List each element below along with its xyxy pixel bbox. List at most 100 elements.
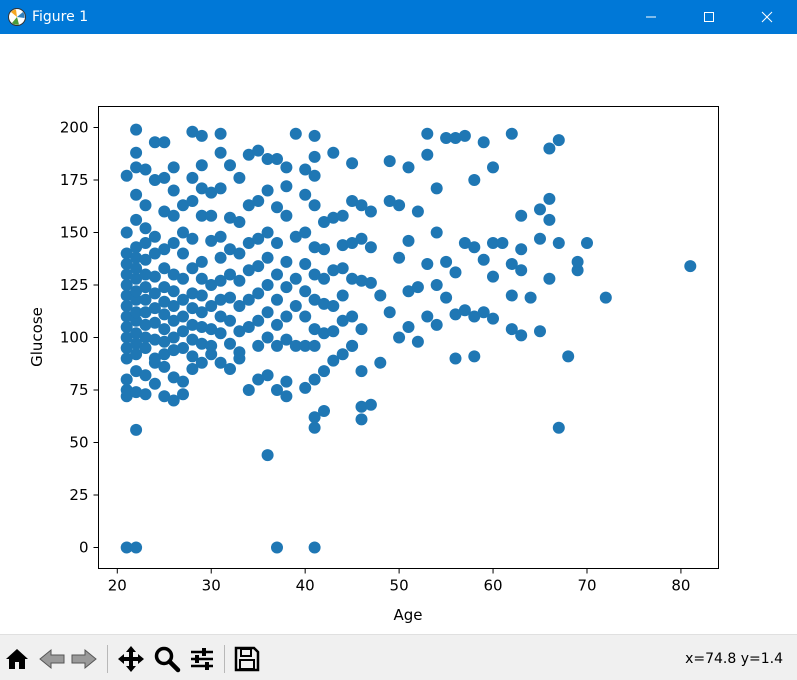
data-point bbox=[280, 281, 293, 294]
data-point bbox=[440, 132, 453, 144]
data-point bbox=[318, 327, 330, 340]
data-point bbox=[402, 234, 415, 247]
minimize-button[interactable] bbox=[628, 0, 674, 34]
data-point bbox=[261, 449, 274, 462]
data-point bbox=[139, 237, 152, 249]
data-point bbox=[224, 159, 236, 172]
configure-subplots-button[interactable] bbox=[188, 645, 216, 673]
data-point bbox=[130, 272, 143, 285]
navigation-toolbar: x=74.8 y=1.4 bbox=[0, 634, 797, 680]
data-point bbox=[195, 337, 208, 350]
data-point bbox=[233, 171, 246, 184]
data-point bbox=[139, 253, 152, 266]
y-tick-label: 100 bbox=[60, 329, 89, 347]
data-point bbox=[327, 211, 340, 224]
data-point bbox=[346, 157, 359, 170]
data-point bbox=[148, 316, 161, 329]
data-point bbox=[308, 199, 321, 212]
data-point bbox=[449, 132, 462, 144]
data-point bbox=[411, 281, 424, 294]
data-point bbox=[139, 306, 152, 319]
data-point bbox=[430, 318, 443, 331]
pan-icon bbox=[118, 646, 144, 672]
forward-button[interactable] bbox=[70, 645, 98, 673]
x-axis-label: Age bbox=[393, 606, 422, 624]
data-point bbox=[261, 226, 274, 239]
x-tick-label: 30 bbox=[202, 577, 221, 595]
zoom-icon bbox=[154, 646, 181, 673]
back-button[interactable] bbox=[38, 645, 66, 673]
data-point bbox=[186, 232, 199, 245]
data-point bbox=[468, 241, 481, 254]
data-point bbox=[120, 384, 133, 396]
data-point bbox=[468, 174, 481, 186]
data-point bbox=[177, 226, 189, 239]
data-point bbox=[543, 272, 556, 285]
data-point bbox=[477, 136, 490, 149]
data-point bbox=[458, 304, 471, 317]
close-button[interactable] bbox=[744, 0, 790, 34]
data-point bbox=[130, 251, 143, 264]
data-point bbox=[289, 300, 302, 312]
data-point bbox=[364, 241, 377, 254]
save-icon bbox=[234, 646, 260, 672]
data-point bbox=[130, 146, 143, 159]
data-point bbox=[299, 310, 312, 323]
data-point bbox=[374, 356, 387, 369]
data-point bbox=[505, 127, 518, 140]
data-point bbox=[214, 230, 227, 243]
data-point bbox=[487, 270, 499, 283]
data-point bbox=[252, 314, 265, 327]
data-point bbox=[205, 234, 218, 247]
data-point bbox=[289, 339, 302, 352]
data-point bbox=[120, 321, 133, 333]
data-point bbox=[308, 241, 321, 254]
data-point bbox=[148, 136, 161, 149]
data-point bbox=[148, 302, 161, 315]
data-point bbox=[167, 394, 180, 407]
data-point bbox=[487, 312, 499, 325]
data-point bbox=[440, 291, 453, 304]
data-point bbox=[402, 285, 415, 298]
data-point bbox=[271, 153, 283, 165]
data-point bbox=[355, 323, 368, 336]
x-tick-label: 70 bbox=[577, 577, 596, 595]
data-point bbox=[130, 337, 143, 350]
data-point bbox=[158, 323, 171, 336]
minimize-icon bbox=[646, 16, 656, 18]
data-point bbox=[299, 163, 312, 176]
data-point bbox=[139, 342, 152, 354]
data-point bbox=[271, 541, 283, 554]
save-button[interactable] bbox=[233, 645, 261, 673]
data-point bbox=[195, 209, 208, 222]
data-point bbox=[195, 289, 208, 302]
data-point bbox=[327, 146, 340, 159]
home-button[interactable] bbox=[3, 645, 31, 673]
data-point bbox=[167, 268, 180, 281]
figure-canvas[interactable]: 20 30 40 50 60 70 80 0 25 50 75 100 125 150 175 200 Ag… bbox=[0, 34, 797, 634]
home-icon bbox=[6, 649, 28, 669]
zoom-button[interactable] bbox=[153, 645, 181, 673]
data-point bbox=[534, 325, 546, 338]
data-point bbox=[477, 306, 490, 319]
data-point bbox=[280, 255, 293, 268]
data-point bbox=[177, 342, 189, 354]
data-point bbox=[148, 270, 161, 283]
data-point bbox=[130, 293, 143, 306]
data-point bbox=[195, 129, 208, 142]
data-point bbox=[139, 163, 152, 176]
data-point bbox=[195, 356, 208, 369]
data-point bbox=[534, 232, 546, 245]
data-point bbox=[364, 398, 377, 411]
data-point bbox=[224, 243, 236, 256]
data-point bbox=[430, 226, 443, 239]
data-point bbox=[346, 310, 359, 323]
maximize-button[interactable] bbox=[686, 0, 732, 34]
data-point bbox=[318, 243, 330, 256]
data-point bbox=[242, 199, 255, 212]
data-point bbox=[515, 329, 528, 342]
data-point bbox=[130, 386, 143, 399]
data-point bbox=[233, 300, 246, 312]
pan-button[interactable] bbox=[117, 645, 145, 673]
data-point bbox=[562, 350, 575, 363]
